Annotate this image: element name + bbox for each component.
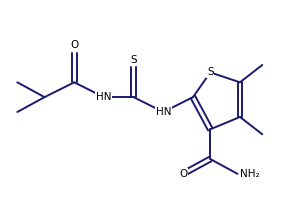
Text: O: O (179, 169, 187, 179)
Text: HN: HN (156, 107, 171, 117)
Text: S: S (130, 55, 137, 65)
Text: HN: HN (96, 92, 112, 102)
Text: O: O (70, 40, 78, 50)
Text: NH₂: NH₂ (240, 169, 260, 179)
Text: S: S (207, 67, 214, 78)
